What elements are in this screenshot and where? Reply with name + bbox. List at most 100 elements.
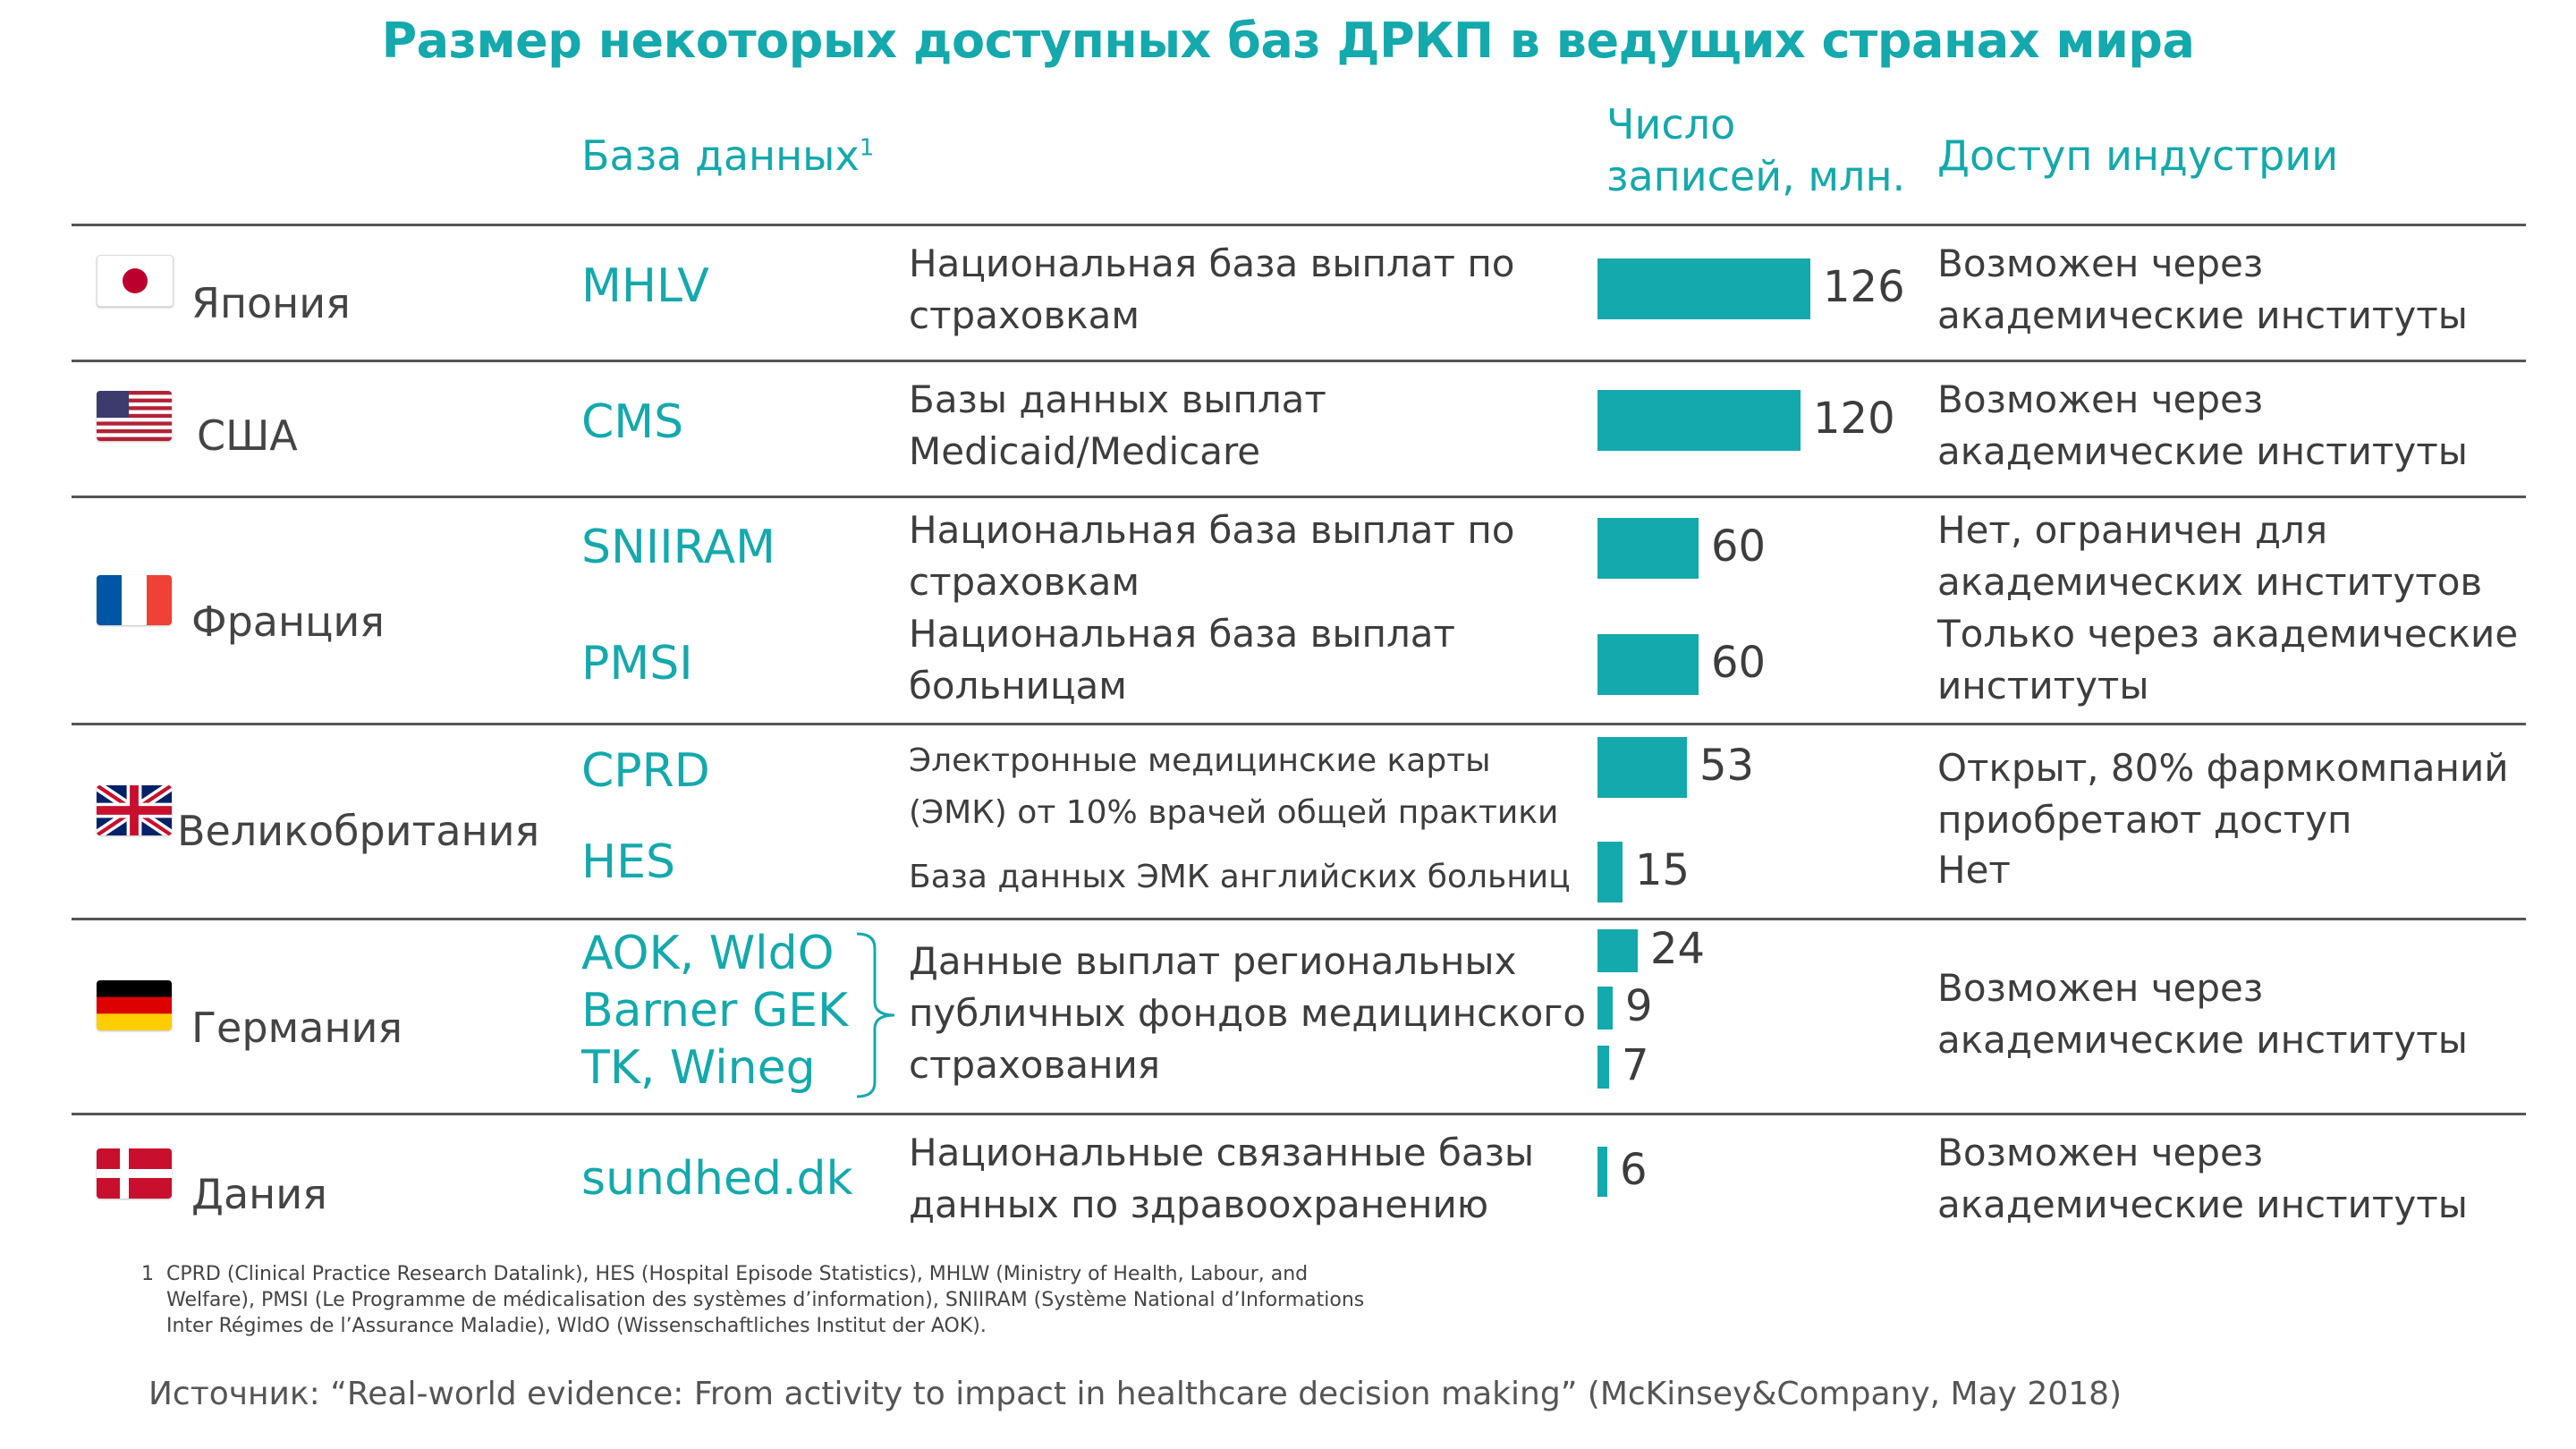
bar-value-label: 60 — [1711, 521, 1767, 572]
db-description: Национальная база выплат по страховкам — [909, 238, 1515, 342]
divider — [72, 1113, 2526, 1115]
usa-flag-icon — [97, 391, 172, 441]
bar-tk-wineg — [1597, 1046, 1609, 1089]
access-line: Только через академические — [1937, 612, 2519, 656]
grouping-brace — [850, 930, 912, 1100]
desc-line: страховкам — [909, 293, 1140, 337]
db-name: Barner GEK — [581, 984, 849, 1038]
access-text: Возможен через академические институты — [1937, 1127, 2468, 1231]
desc-line: (ЭМК) от 10% врачей общей практики — [909, 794, 1559, 831]
access-text: Открыт, 80% фармкомпаний приобретают дос… — [1937, 742, 2509, 846]
divider — [72, 360, 2526, 362]
bar-value-label: 53 — [1699, 741, 1755, 791]
db-description: Данные выплат региональных публичных фон… — [909, 936, 1586, 1091]
db-name: PMSI — [581, 637, 693, 691]
divider — [72, 723, 2526, 725]
access-line: академических институтов — [1937, 560, 2483, 604]
footnote-ref: 1 — [859, 134, 875, 162]
bar-value-label: 9 — [1625, 981, 1653, 1031]
access-line: Возможен через — [1937, 1131, 2264, 1174]
desc-line: больницам — [909, 664, 1127, 708]
bar-value-label: 7 — [1622, 1040, 1649, 1090]
france-flag-icon — [97, 575, 172, 625]
country-uk: Великобритания — [177, 807, 540, 855]
bar-sniiram — [1597, 518, 1699, 579]
desc-line: Национальные связанные базы — [909, 1131, 1535, 1174]
db-name: TK, Wineg — [581, 1041, 816, 1095]
header-records-line2: записей, млн. — [1606, 152, 1906, 200]
db-description: Национальная база выплат больницам — [909, 608, 1455, 712]
db-description: База данных ЭМК английских больниц — [909, 852, 1571, 903]
country-germany: Германия — [191, 1004, 403, 1052]
desc-line: страховкам — [909, 560, 1140, 604]
bar-value-label: 126 — [1823, 262, 1905, 312]
desc-line: Национальная база выплат — [909, 612, 1455, 656]
access-line: академические институты — [1937, 1182, 2468, 1226]
access-line: академические институты — [1937, 293, 2468, 337]
desc-line: страхования — [909, 1043, 1161, 1087]
db-name: AOK, WldO — [581, 927, 835, 980]
desc-line: Электронные медицинские карты — [909, 742, 1491, 779]
country-denmark: Дания — [191, 1170, 327, 1218]
db-description: Национальные связанные базы данных по зд… — [909, 1127, 1534, 1231]
bar-value-label: 120 — [1813, 394, 1895, 444]
desc-line: данных по здравоохранению — [909, 1182, 1489, 1226]
divider — [72, 918, 2526, 920]
access-text: Возможен через академические институты — [1937, 374, 2468, 478]
divider — [72, 496, 2526, 498]
header-database-label: База данных — [581, 131, 860, 180]
db-name: CMS — [581, 395, 684, 449]
footnote-line: Inter Régimes de l’Assurance Maladie), W… — [166, 1315, 987, 1337]
access-text: Только через академические институты — [1937, 608, 2518, 712]
header-records-line1: Число — [1606, 100, 1736, 148]
access-line: Возможен через — [1937, 242, 2264, 285]
access-line: академические институты — [1937, 429, 2468, 473]
access-text: Возможен через академические институты — [1937, 238, 2468, 342]
bar-value-label: 60 — [1711, 638, 1767, 688]
page-title: Размер некоторых доступных баз ДРКП в ве… — [381, 13, 2195, 69]
header-access: Доступ индустрии — [1937, 131, 2339, 180]
access-line: академические институты — [1937, 1018, 2468, 1062]
bar-value-label: 15 — [1635, 845, 1690, 895]
db-name: CPRD — [581, 744, 710, 798]
denmark-flag-icon — [97, 1148, 172, 1199]
access-line: Возможен через — [1937, 966, 2264, 1010]
db-description: Электронные медицинские карты (ЭМК) от 1… — [909, 735, 1558, 839]
access-text: Нет, ограничен для академических институ… — [1937, 504, 2482, 608]
access-line: приобретают доступ — [1937, 798, 2352, 842]
footnote-line: CPRD (Clinical Practice Research Datalin… — [166, 1263, 1309, 1285]
db-description: Базы данных выплат Medicaid/Medicare — [909, 374, 1326, 478]
country-japan: Япония — [191, 279, 351, 327]
footnote-line: Welfare), PMSI (Le Programme de médicali… — [166, 1289, 1365, 1311]
db-description: Национальная база выплат по страховкам — [909, 504, 1515, 608]
db-name: sundhed.dk — [581, 1152, 853, 1206]
country-usa: США — [197, 411, 298, 460]
footnote-marker: 1 — [141, 1263, 154, 1285]
desc-line: публичных фондов медицинского — [909, 991, 1587, 1035]
desc-line: Национальная база выплат по — [909, 242, 1515, 285]
bar-cms — [1597, 390, 1801, 451]
country-france: Франция — [191, 597, 385, 646]
access-text: Нет — [1937, 844, 2011, 896]
header-records: Число записей, млн. — [1606, 98, 1905, 202]
access-line: институты — [1937, 664, 2149, 708]
bar-cprd — [1597, 737, 1687, 798]
japan-flag-icon — [97, 255, 174, 307]
access-line: Возможен через — [1937, 377, 2264, 421]
header-database: База данных1 — [581, 130, 874, 182]
access-line: Нет — [1937, 848, 2011, 892]
uk-flag-icon — [97, 785, 172, 835]
germany-flag-icon — [97, 980, 172, 1030]
bar-aok-wldo — [1597, 929, 1638, 972]
bar-hes — [1597, 842, 1623, 902]
access-line: Нет, ограничен для — [1937, 508, 2328, 552]
bar-value-label: 6 — [1620, 1145, 1648, 1195]
bar-mhlv — [1597, 258, 1810, 319]
access-line: Открыт, 80% фармкомпаний — [1937, 746, 2509, 790]
access-text: Возможен через академические институты — [1937, 962, 2468, 1066]
desc-line: База данных ЭМК английских больниц — [909, 859, 1571, 895]
source-citation: Источник: “Real-world evidence: From act… — [148, 1376, 2123, 1412]
desc-line: Базы данных выплат — [909, 377, 1326, 421]
bar-value-label: 24 — [1650, 924, 1706, 974]
divider — [72, 224, 2526, 226]
